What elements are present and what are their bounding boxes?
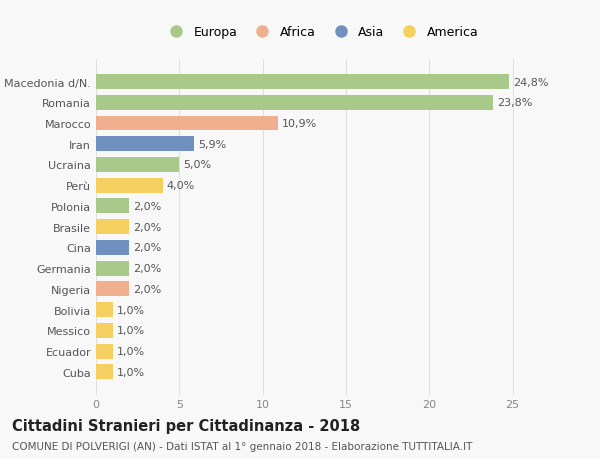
Bar <box>96 95 493 111</box>
Bar <box>96 364 113 380</box>
Text: 10,9%: 10,9% <box>282 119 317 129</box>
Bar <box>96 241 130 255</box>
Text: Cittadini Stranieri per Cittadinanza - 2018: Cittadini Stranieri per Cittadinanza - 2… <box>12 418 360 433</box>
Text: 1,0%: 1,0% <box>117 367 145 377</box>
Legend: Europa, Africa, Asia, America: Europa, Africa, Asia, America <box>160 22 482 43</box>
Bar <box>96 199 130 214</box>
Bar <box>96 220 130 235</box>
Bar <box>96 75 509 90</box>
Text: 5,9%: 5,9% <box>199 140 227 150</box>
Bar <box>96 158 179 173</box>
Text: 2,0%: 2,0% <box>133 202 162 212</box>
Text: 24,8%: 24,8% <box>514 78 549 87</box>
Text: 5,0%: 5,0% <box>184 160 212 170</box>
Bar <box>96 344 113 359</box>
Text: 2,0%: 2,0% <box>133 284 162 294</box>
Text: 23,8%: 23,8% <box>497 98 532 108</box>
Text: 2,0%: 2,0% <box>133 263 162 274</box>
Bar <box>96 137 194 152</box>
Text: 1,0%: 1,0% <box>117 326 145 336</box>
Text: 2,0%: 2,0% <box>133 222 162 232</box>
Text: 1,0%: 1,0% <box>117 305 145 315</box>
Bar <box>96 261 130 276</box>
Bar <box>96 302 113 318</box>
Text: 1,0%: 1,0% <box>117 347 145 356</box>
Bar <box>96 282 130 297</box>
Bar <box>96 323 113 338</box>
Text: 4,0%: 4,0% <box>167 181 195 191</box>
Text: 2,0%: 2,0% <box>133 243 162 253</box>
Text: COMUNE DI POLVERIGI (AN) - Dati ISTAT al 1° gennaio 2018 - Elaborazione TUTTITAL: COMUNE DI POLVERIGI (AN) - Dati ISTAT al… <box>12 441 472 451</box>
Bar <box>96 179 163 193</box>
Bar <box>96 116 278 131</box>
